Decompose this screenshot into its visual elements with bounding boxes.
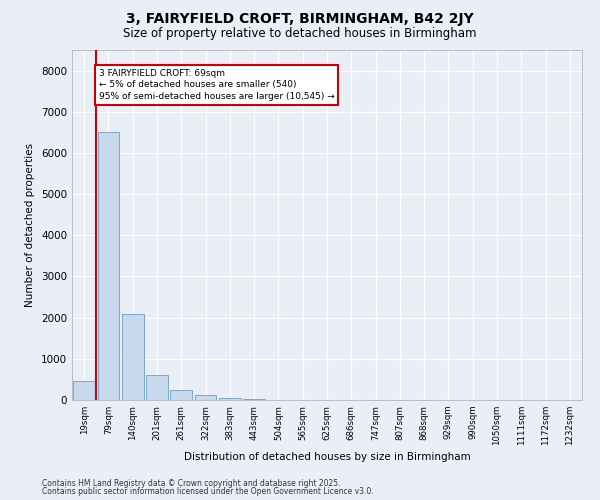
- Bar: [73, 382, 95, 400]
- Bar: [243, 399, 265, 400]
- Y-axis label: Number of detached properties: Number of detached properties: [25, 143, 35, 307]
- Bar: [146, 376, 168, 400]
- Text: 3, FAIRYFIELD CROFT, BIRMINGHAM, B42 2JY: 3, FAIRYFIELD CROFT, BIRMINGHAM, B42 2JY: [126, 12, 474, 26]
- Bar: [97, 132, 119, 400]
- Text: 3 FAIRYFIELD CROFT: 69sqm
← 5% of detached houses are smaller (540)
95% of semi-: 3 FAIRYFIELD CROFT: 69sqm ← 5% of detach…: [99, 68, 334, 101]
- Text: Contains HM Land Registry data © Crown copyright and database right 2025.: Contains HM Land Registry data © Crown c…: [42, 478, 341, 488]
- Bar: [170, 390, 192, 400]
- Text: Size of property relative to detached houses in Birmingham: Size of property relative to detached ho…: [123, 28, 477, 40]
- Bar: [219, 398, 241, 400]
- Bar: [122, 314, 143, 400]
- Text: Contains public sector information licensed under the Open Government Licence v3: Contains public sector information licen…: [42, 487, 374, 496]
- X-axis label: Distribution of detached houses by size in Birmingham: Distribution of detached houses by size …: [184, 452, 470, 462]
- Bar: [194, 396, 217, 400]
